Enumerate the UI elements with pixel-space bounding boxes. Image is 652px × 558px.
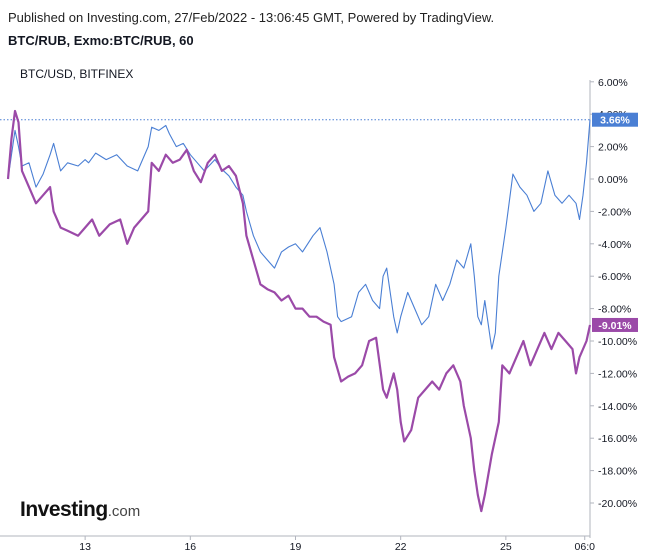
series-line-1[interactable] <box>6 109 592 513</box>
last-value-label-0: 3.66% <box>600 115 630 127</box>
y-tick-label: -20.00% <box>598 498 637 510</box>
series-line-0[interactable] <box>7 119 591 350</box>
y-tick-label: -18.00% <box>598 466 637 478</box>
x-tick-label: 13 <box>79 541 91 553</box>
last-value-label-1: -9.01% <box>598 320 632 332</box>
x-tick-label: 16 <box>184 541 196 553</box>
y-tick-label: -10.00% <box>598 336 637 348</box>
y-tick-label: -12.00% <box>598 368 637 380</box>
y-tick-label: -16.00% <box>598 433 637 445</box>
last-value-badge-0 <box>592 112 638 127</box>
y-tick-label: 6.00% <box>598 77 628 89</box>
chart-symbol-title: BTC/RUB, Exmo:BTC/RUB, 60 <box>8 33 194 48</box>
y-tick-label: 0.00% <box>598 174 628 186</box>
y-tick-label: -6.00% <box>598 271 631 283</box>
x-tick-label: 25 <box>500 541 512 553</box>
investing-logo: Investing.com <box>20 498 141 521</box>
y-tick-label: -4.00% <box>598 239 631 251</box>
x-tick-label: 19 <box>290 541 302 553</box>
x-tick-label: 06:0 <box>575 541 596 553</box>
y-tick-label: -2.00% <box>598 206 631 218</box>
published-caption: Published on Investing.com, 27/Feb/2022 … <box>8 10 495 25</box>
x-tick-label: 22 <box>395 541 407 553</box>
y-tick-label: 2.00% <box>598 142 628 154</box>
last-value-badge-1 <box>592 317 638 332</box>
y-tick-label: -8.00% <box>598 304 631 316</box>
y-tick-label: -14.00% <box>598 401 637 413</box>
compare-series-label: BTC/USD, BITFINEX <box>20 67 134 81</box>
